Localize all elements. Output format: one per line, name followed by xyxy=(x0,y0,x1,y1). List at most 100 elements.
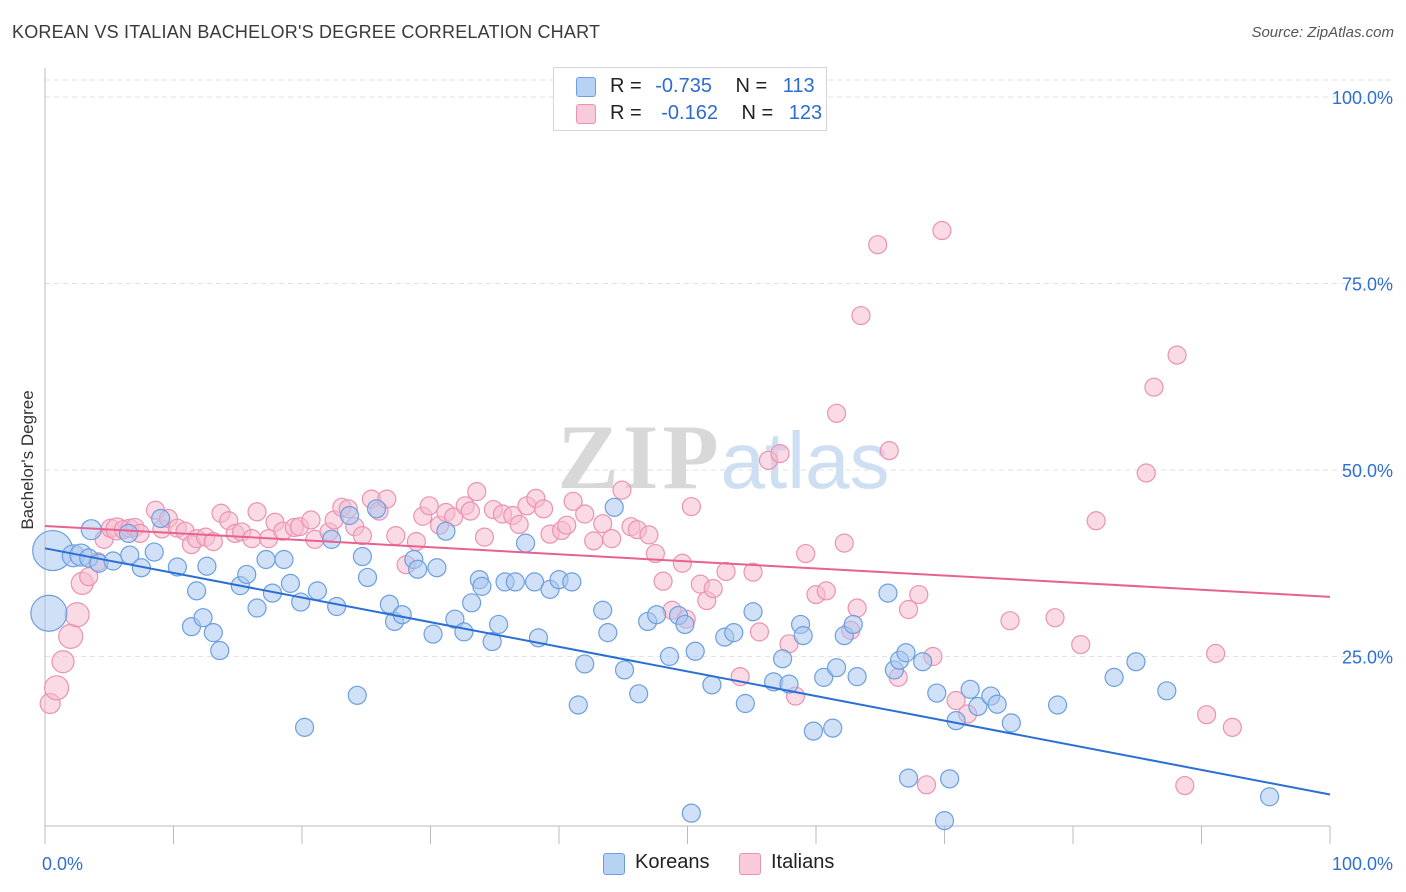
data-point xyxy=(386,526,406,546)
data-point xyxy=(749,622,770,642)
data-point xyxy=(940,769,960,789)
data-point xyxy=(1197,705,1217,725)
data-point xyxy=(247,502,267,522)
data-point xyxy=(489,614,509,635)
data-point xyxy=(896,643,916,663)
data-point xyxy=(419,496,439,516)
data-point xyxy=(307,581,328,601)
data-point xyxy=(851,305,871,326)
data-point xyxy=(934,811,955,831)
y-tick-label: 25.0% xyxy=(1342,648,1393,668)
source-label: Source: ZipAtlas.com xyxy=(1251,24,1394,41)
data-point xyxy=(1206,643,1226,664)
data-point xyxy=(247,598,267,618)
data-point xyxy=(379,594,399,614)
data-point xyxy=(593,600,613,620)
data-point xyxy=(533,499,554,519)
data-point xyxy=(779,674,799,694)
data-point xyxy=(1045,608,1065,628)
data-point xyxy=(151,508,171,529)
koreans-n-label: N = xyxy=(735,75,768,97)
koreans-legend-swatch xyxy=(603,853,625,875)
data-point xyxy=(509,514,529,535)
data-point xyxy=(878,583,898,603)
data-point xyxy=(1071,634,1091,655)
data-point xyxy=(816,581,836,601)
data-point xyxy=(659,646,680,667)
data-point xyxy=(51,650,75,674)
data-point xyxy=(294,717,315,737)
data-point xyxy=(167,557,187,577)
data-point xyxy=(927,683,947,703)
data-point xyxy=(321,529,342,549)
data-point xyxy=(724,623,744,643)
data-point xyxy=(987,694,1007,714)
y-axis-label: Bachelor's Degree xyxy=(18,390,37,530)
data-point xyxy=(909,584,929,605)
data-point xyxy=(879,441,899,461)
data-point xyxy=(274,549,294,570)
data-point xyxy=(826,403,847,423)
data-point xyxy=(681,803,701,823)
data-point xyxy=(563,491,583,511)
x-tick-label: 100.0% xyxy=(1332,854,1393,874)
data-point xyxy=(685,641,705,661)
data-point xyxy=(847,667,867,687)
data-point xyxy=(43,675,70,701)
data-point xyxy=(575,504,595,524)
data-point xyxy=(427,558,447,578)
data-point xyxy=(1222,717,1242,737)
data-point xyxy=(826,658,847,678)
data-point xyxy=(568,695,588,715)
data-point xyxy=(1086,511,1106,531)
svg-text:atlas: atlas xyxy=(721,416,890,505)
koreans-swatch xyxy=(576,77,596,97)
y-tick-label: 100.0% xyxy=(1332,88,1393,108)
data-point xyxy=(653,571,673,591)
italians-n-value: 123 xyxy=(788,102,823,124)
data-point xyxy=(645,543,665,564)
data-point xyxy=(210,640,230,661)
data-point xyxy=(716,561,736,582)
italians-swatch xyxy=(576,104,596,124)
italians-points xyxy=(39,220,1242,796)
data-point xyxy=(823,718,843,738)
koreans-n-value: 113 xyxy=(782,75,815,97)
chart-title: KOREAN VS ITALIAN BACHELOR'S DEGREE CORR… xyxy=(12,22,601,42)
data-point xyxy=(352,546,372,567)
data-point xyxy=(1136,463,1156,483)
data-point xyxy=(30,594,68,632)
data-point xyxy=(916,775,937,795)
data-point xyxy=(64,602,90,628)
data-point xyxy=(366,499,387,519)
data-point xyxy=(482,631,502,652)
data-point xyxy=(406,532,426,552)
data-point xyxy=(460,501,480,521)
koreans-r-value: -0.735 xyxy=(655,75,712,97)
y-tick-label: 50.0% xyxy=(1342,461,1393,481)
data-point xyxy=(604,497,624,517)
italians-n-label: N = xyxy=(741,102,774,124)
data-point xyxy=(796,543,816,564)
trend-line xyxy=(44,547,1331,796)
koreans-points xyxy=(30,497,1280,831)
data-point xyxy=(868,235,888,255)
data-point xyxy=(352,526,372,546)
data-point xyxy=(462,593,482,613)
data-point xyxy=(814,667,834,687)
koreans-r-label: R = xyxy=(610,75,642,97)
data-point xyxy=(612,480,632,500)
data-point xyxy=(772,649,793,669)
data-point xyxy=(347,685,367,705)
data-point xyxy=(575,654,595,674)
legend-box: R = -0.735 N = 113 R = -0.162 N = 123 xyxy=(553,67,827,131)
data-point xyxy=(629,684,649,704)
data-point xyxy=(1144,377,1164,397)
data-point xyxy=(436,521,456,541)
data-point xyxy=(1175,775,1195,796)
data-point xyxy=(672,553,692,573)
data-point xyxy=(847,598,867,618)
data-point xyxy=(913,652,933,672)
trend-line xyxy=(44,524,1331,598)
